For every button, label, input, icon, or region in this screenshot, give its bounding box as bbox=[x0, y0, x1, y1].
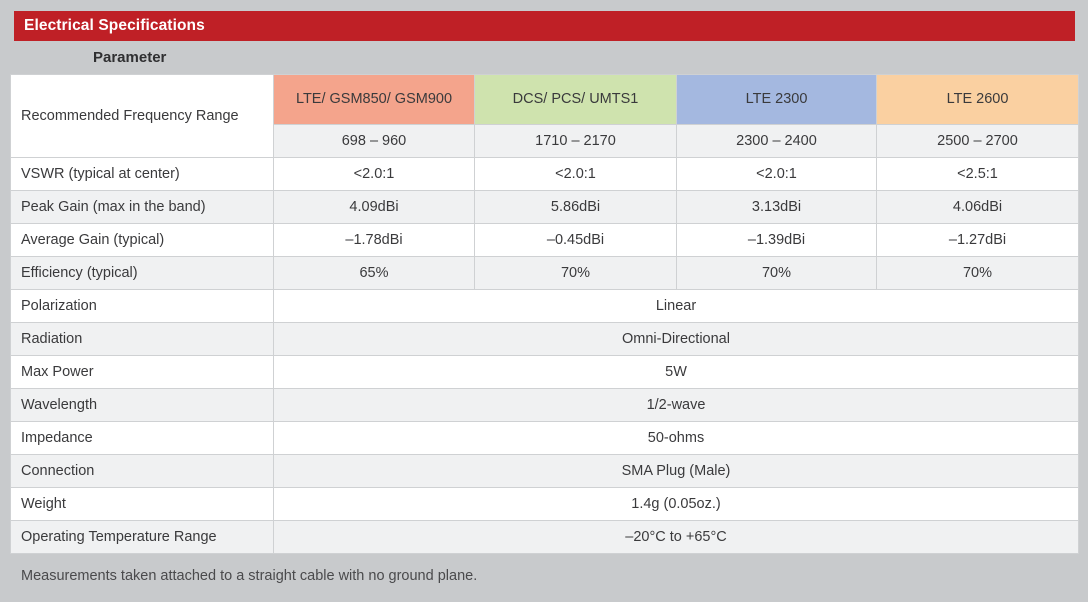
row-value: –1.27dBi bbox=[876, 223, 1079, 257]
row-value: 5W bbox=[273, 355, 1079, 389]
parameter-column-caption: Parameter bbox=[93, 49, 167, 66]
table-row: VSWR (typical at center) <2.0:1 <2.0:1 <… bbox=[10, 157, 1079, 191]
row-label: Radiation bbox=[10, 322, 274, 356]
row-value: 1/2-wave bbox=[273, 388, 1079, 422]
row-value: –1.39dBi bbox=[676, 223, 877, 257]
row-value: 50-ohms bbox=[273, 421, 1079, 455]
row-value: –0.45dBi bbox=[474, 223, 677, 257]
table-row: Operating Temperature Range –20°C to +65… bbox=[10, 520, 1079, 554]
table-row: Weight 1.4g (0.05oz.) bbox=[10, 487, 1079, 521]
row-label: Peak Gain (max in the band) bbox=[10, 190, 274, 224]
table-footnote: Measurements taken attached to a straigh… bbox=[21, 568, 478, 584]
row-label: Polarization bbox=[10, 289, 274, 323]
table-row: Max Power 5W bbox=[10, 355, 1079, 389]
row-label: Weight bbox=[10, 487, 274, 521]
band-header-cell-2: DCS/ PCS/ UMTS1 bbox=[474, 74, 677, 125]
row-value: –1.78dBi bbox=[273, 223, 475, 257]
row-value: 70% bbox=[676, 256, 877, 290]
section-title-bar: Electrical Specifications bbox=[14, 11, 1075, 41]
row-value: <2.0:1 bbox=[474, 157, 677, 191]
frequency-range-cell-3: 2300 – 2400 bbox=[676, 124, 877, 158]
row-value: 4.06dBi bbox=[876, 190, 1079, 224]
frequency-range-row: 698 – 960 1710 – 2170 2300 – 2400 2500 –… bbox=[11, 124, 1079, 158]
table-row: Peak Gain (max in the band) 4.09dBi 5.86… bbox=[10, 190, 1079, 224]
row-value: 4.09dBi bbox=[273, 190, 475, 224]
row-label: Wavelength bbox=[10, 388, 274, 422]
electrical-specifications-table: Recommended Frequency Range LTE/ GSM850/… bbox=[10, 74, 1079, 554]
table-row: Impedance 50-ohms bbox=[10, 421, 1079, 455]
frequency-range-cell-4: 2500 – 2700 bbox=[876, 124, 1079, 158]
row-label: Impedance bbox=[10, 421, 274, 455]
row-value: –20°C to +65°C bbox=[273, 520, 1079, 554]
band-header-cell-4: LTE 2600 bbox=[876, 74, 1079, 125]
frequency-range-cell-2: 1710 – 2170 bbox=[474, 124, 677, 158]
row-value: 3.13dBi bbox=[676, 190, 877, 224]
row-label: VSWR (typical at center) bbox=[10, 157, 274, 191]
frequency-range-cell-1: 698 – 960 bbox=[273, 124, 475, 158]
table-row: Wavelength 1/2-wave bbox=[10, 388, 1079, 422]
band-header-row: Recommended Frequency Range LTE/ GSM850/… bbox=[10, 74, 1079, 158]
row-value: <2.5:1 bbox=[876, 157, 1079, 191]
row-value: Omni-Directional bbox=[273, 322, 1079, 356]
row-value: 70% bbox=[474, 256, 677, 290]
row-label: Max Power bbox=[10, 355, 274, 389]
row-label: Connection bbox=[10, 454, 274, 488]
row-value: <2.0:1 bbox=[273, 157, 475, 191]
row-value: 1.4g (0.05oz.) bbox=[273, 487, 1079, 521]
row-value: Linear bbox=[273, 289, 1079, 323]
row-value: 65% bbox=[273, 256, 475, 290]
table-row: Connection SMA Plug (Male) bbox=[10, 454, 1079, 488]
table-row: Radiation Omni-Directional bbox=[10, 322, 1079, 356]
page-title: Electrical Specifications bbox=[24, 17, 205, 34]
table-row: Polarization Linear bbox=[10, 289, 1079, 323]
table-row: Average Gain (typical) –1.78dBi –0.45dBi… bbox=[10, 223, 1079, 257]
row-value: 5.86dBi bbox=[474, 190, 677, 224]
row-value: SMA Plug (Male) bbox=[273, 454, 1079, 488]
row-value: <2.0:1 bbox=[676, 157, 877, 191]
row-label: Efficiency (typical) bbox=[10, 256, 274, 290]
band-header-cell-1: LTE/ GSM850/ GSM900 bbox=[273, 74, 475, 125]
row-value: 70% bbox=[876, 256, 1079, 290]
recommended-frequency-range-label: Recommended Frequency Range bbox=[10, 74, 274, 158]
row-label: Average Gain (typical) bbox=[10, 223, 274, 257]
band-header-cell-3: LTE 2300 bbox=[676, 74, 877, 125]
table-row: Efficiency (typical) 65% 70% 70% 70% bbox=[10, 256, 1079, 290]
row-label: Operating Temperature Range bbox=[10, 520, 274, 554]
